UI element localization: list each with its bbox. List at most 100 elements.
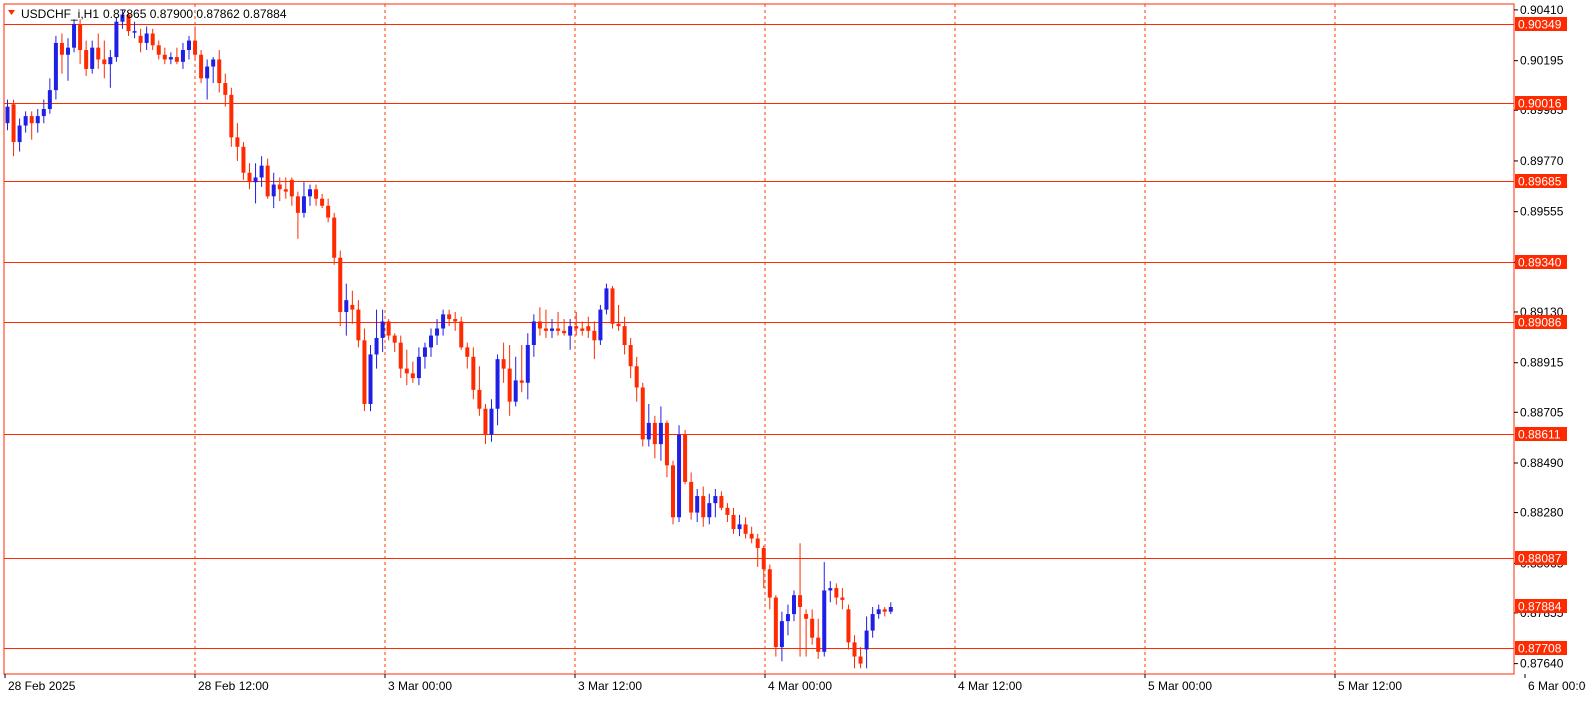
candle-body [822,590,827,652]
candle-body [344,300,349,312]
candle-body [241,146,246,173]
candle-body [640,387,645,440]
candle-body [17,125,22,143]
candle-body [652,422,657,445]
candle-body [695,496,700,513]
level-tag-label: 0.90349 [1518,18,1562,32]
candle-body [187,40,191,51]
candle-body [59,42,64,55]
candle-body [229,94,234,138]
candle-body [701,496,706,518]
candle-body [864,630,869,650]
candle-body [271,184,276,197]
candle-body [810,618,815,638]
horizontal-levels [4,24,1514,649]
candle-body [247,172,252,183]
candle-body [374,337,379,355]
candle-body [441,314,446,329]
candle-body [531,321,536,346]
plot-frame [3,3,1515,675]
candle-body [138,35,143,43]
candle-body [422,347,427,357]
candle-body [713,496,718,504]
candle-body [53,42,58,91]
candle-body [465,347,470,357]
candle-body [410,373,415,379]
candle-body [156,45,161,55]
candle-body [398,342,403,369]
candle-body [102,59,107,65]
candle-body [598,309,603,341]
candle-body [550,328,554,331]
candle-body [35,116,40,124]
candle-body [586,326,591,331]
candle-body [429,335,433,348]
candle-body [78,24,83,51]
level-tag-label: 0.88087 [1518,552,1562,566]
candle-body [743,524,748,534]
candle-body [235,137,240,147]
candle-body [870,614,875,631]
candle-body [610,288,615,324]
level-price-labels: 0.90349 0.90016 0.89685 0.89340 0.89086 0.886… [1515,17,1567,656]
candle-body [683,434,688,482]
candle-body [114,21,119,58]
candle-body [495,359,500,409]
candle-body [211,59,216,67]
candle-body [320,198,325,206]
candle-body [193,40,198,55]
candle-body [689,481,694,513]
candle-body [265,165,270,197]
y-tick-label: 0.88915 [1520,356,1564,370]
candle-body [543,328,548,331]
candle-body [47,90,52,110]
x-tick-label: 4 Mar 00:00 [768,679,832,693]
candle-body [301,196,306,213]
candle-body [677,434,682,518]
y-tick-label: 0.88280 [1520,506,1564,520]
candle-body [622,326,627,346]
candle-body [707,503,712,518]
candle-body [253,177,258,183]
y-tick-label: 0.89555 [1520,205,1564,219]
plot-area[interactable] [4,4,1514,674]
candle-body [876,609,881,615]
candle-body [749,533,754,539]
candle-body [755,538,760,548]
x-tick-label: 6 Mar 00:00 [1528,679,1586,693]
candle-body [23,116,28,126]
candle-body [513,380,518,402]
candle-body [144,33,149,43]
level-tag [1515,255,1567,269]
candle-body [761,547,766,570]
candle-body [562,330,567,334]
candle-body [447,314,452,320]
candle-body [199,54,204,79]
candle-body [205,66,210,79]
candle-body [108,57,113,65]
candle-body [435,328,440,336]
candle-body [798,595,803,607]
y-tick-label: 0.90195 [1520,54,1564,68]
x-tick-label: 5 Mar 00:00 [1148,679,1212,693]
candle-body [773,597,778,648]
candle-body [41,109,46,117]
candle-body [471,356,476,390]
candle-body [840,597,845,600]
collapse-triangle-icon[interactable] [8,10,15,15]
candle-body [767,569,772,598]
candle-body [338,257,343,312]
candle-body [658,422,663,445]
level-tag [1515,641,1567,655]
candle-body [416,356,421,379]
candle-body [72,24,77,48]
candle-body [126,14,131,32]
level-tag [1515,96,1567,110]
candle-body [392,335,397,343]
candle-body [834,588,839,598]
candle-body [368,354,373,405]
candle-body [5,106,10,124]
candle-body [537,321,542,329]
candle-body [326,205,331,218]
